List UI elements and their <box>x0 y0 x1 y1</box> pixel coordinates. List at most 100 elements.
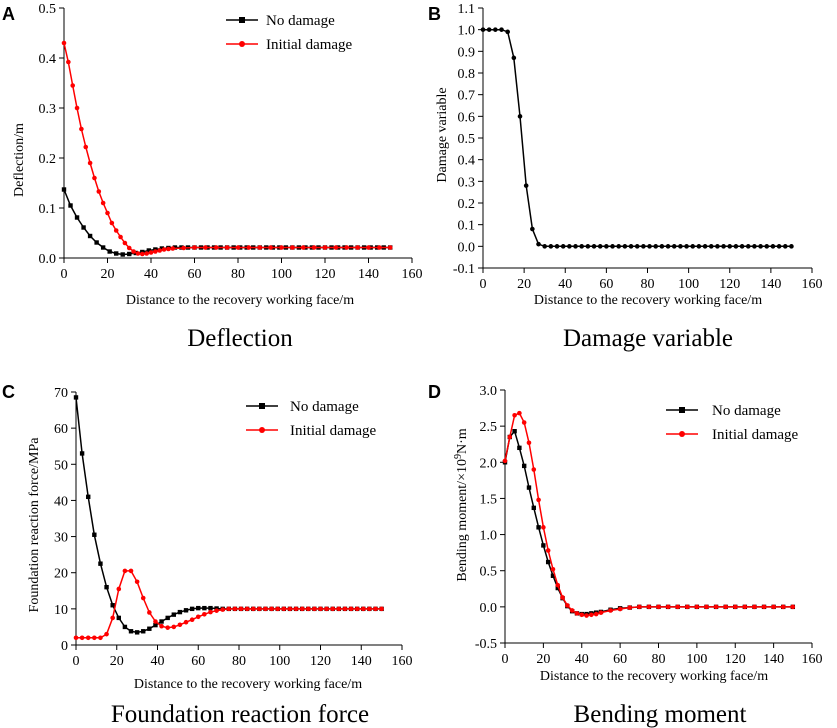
panel-b-series-damage-variable-line <box>483 28 792 248</box>
panel-c-y-tick-label: 20 <box>54 567 68 582</box>
panel-c-series-initial-damage-point <box>330 606 336 612</box>
panel-d-series-initial-damage-point <box>574 611 580 616</box>
panel-a-series-initial-damage-point <box>300 245 306 250</box>
panel-c-legend-label-no-damage: No damage <box>290 399 359 415</box>
panel-c-x-tick-label: 40 <box>151 654 165 669</box>
panel-c-series-initial-damage-point <box>189 617 195 622</box>
panel-d-series-initial-damage-point <box>771 604 776 610</box>
panel-b-series-damage-variable-point <box>542 244 547 249</box>
panel-a-series-initial-damage-point <box>170 246 176 251</box>
panel-b-x-tick-label: 60 <box>599 277 613 292</box>
panel-d-series-initial-damage-point <box>780 604 786 610</box>
panel-b-series-damage-variable-point <box>653 244 659 249</box>
panel-d-series-initial-damage-point <box>517 410 522 416</box>
panel-b-caption: Damage variable <box>563 325 733 352</box>
panel-b-series-damage-variable-point <box>647 244 652 249</box>
panel-b-series-damage-variable-point <box>733 244 739 249</box>
panel-b: B Damage variable Distance to the recove… <box>428 4 762 352</box>
panel-d-y-tick-label: 1.0 <box>480 529 498 544</box>
panel-a-series-no-damage-point <box>94 240 99 245</box>
panel-a-series-initial-damage-point <box>387 245 393 250</box>
panel-d-x-tick-label: 40 <box>575 652 589 667</box>
panel-c-series-initial-damage-point <box>226 606 232 612</box>
panel-b-y-tick-label: 1.1 <box>458 2 476 17</box>
panel-d-y-tick-label: -0.5 <box>475 637 497 652</box>
panel-c-series-initial-damage-point <box>85 635 91 641</box>
panel-a-series-initial-damage-point <box>148 250 154 255</box>
panel-b-xlabel: Distance to the recovery working face/m <box>534 293 762 308</box>
panel-b-series-damage-variable-point <box>591 244 597 249</box>
panel-a-y-tick-label: 0.2 <box>39 152 57 167</box>
panel-d-series-initial-damage-point <box>593 611 599 617</box>
panel-c-series-initial-damage-point <box>104 631 109 637</box>
panel-c-series-initial-damage-point <box>263 606 268 612</box>
panel-c-series-initial-damage-point <box>379 606 384 612</box>
panel-a-xlabel: Distance to the recovery working face/m <box>126 293 354 308</box>
panel-a-x-tick-label: 80 <box>231 267 245 282</box>
panel-d-letter: D <box>428 382 441 402</box>
panel-c-series-initial-damage-point <box>305 606 311 612</box>
panel-c-y-tick-label: 0 <box>61 639 68 654</box>
panel-d-ylabel-superscript: 9 <box>453 454 464 459</box>
panel-c-series-initial-damage-point <box>299 606 305 612</box>
panel-c-series-no-damage-point <box>110 603 115 608</box>
panel-b-y-tick-label: 0.9 <box>458 45 476 60</box>
panel-a-series-initial-damage-point <box>166 246 171 252</box>
panel-b-series-damage-variable-point <box>505 29 510 35</box>
panel-d-x-tick-label: 20 <box>536 652 550 667</box>
panel-b-series-damage-variable-point <box>752 244 757 249</box>
panel-a-series-initial-damage-point <box>135 251 141 256</box>
panel-c-series-no-damage-point <box>177 609 183 615</box>
panel-d-series-initial-damage-point <box>761 604 767 610</box>
panel-d-series-initial-damage-point <box>584 613 589 618</box>
panel-d-series-no-damage-point <box>550 573 556 578</box>
panel-c-series-initial-damage-point <box>171 624 177 630</box>
panel-c-series-initial-damage-point <box>275 606 281 612</box>
panel-d-legend-label-initial-damage: Initial damage <box>712 427 799 443</box>
panel-d-legend-marker-no-damage <box>679 407 685 413</box>
panel-b-series-damage-variable-point <box>727 244 733 249</box>
panel-b-y-tick-label: 0.2 <box>458 197 476 212</box>
panel-c-x-tick-label: 140 <box>351 654 372 669</box>
panel-d-series-initial-damage-point <box>541 525 546 530</box>
panel-d-series-initial-damage-point <box>742 604 748 610</box>
panel-c-series-initial-damage-point <box>244 606 250 612</box>
panel-c-series-no-damage-point <box>153 622 158 628</box>
panel-a-legend-label-initial-damage: Initial damage <box>266 37 353 53</box>
panel-b-series-damage-variable-point <box>745 244 751 249</box>
panel-c-legend-marker-no-damage <box>259 403 265 409</box>
panel-a-series-initial-damage-point <box>311 245 317 250</box>
panel-c-series-initial-damage-point <box>312 606 317 612</box>
panel-d-series-no-damage-point <box>512 429 517 434</box>
panel-c-series-no-damage-point <box>98 561 103 566</box>
panel-c-x-tick-label: 60 <box>191 654 205 669</box>
panel-c-series-no-damage-point <box>165 615 170 621</box>
panel-c-series-no-damage-point <box>73 395 79 400</box>
panel-a-series-no-damage-point <box>68 203 73 208</box>
panel-a-series-initial-damage-point <box>144 251 149 256</box>
panel-a-y-tick-label: 0.1 <box>39 202 57 217</box>
panel-b-y-tick-label: 0.0 <box>458 240 476 255</box>
panel-a-series-initial-damage-point <box>377 245 382 250</box>
panel-a-series-initial-damage-point <box>140 251 145 257</box>
panel-d-series-no-damage-point <box>531 505 536 511</box>
panel-d-series-initial-damage-point <box>565 603 570 608</box>
panel-b-series-damage-variable-point <box>486 27 492 32</box>
panel-d: D Bending moment/×109N·m Distance to the… <box>428 382 799 728</box>
panel-d-series-initial-damage-point <box>502 458 508 464</box>
panel-d-y-tick-label: 0.5 <box>480 565 498 580</box>
panel-c-series-no-damage-point <box>208 605 213 611</box>
panel-a-series-initial-damage-point <box>322 245 328 250</box>
panel-a-series-initial-damage-point <box>213 245 219 250</box>
panel-c-series-no-damage-point <box>189 606 195 612</box>
panel-d-x-tick-label: 140 <box>763 652 784 667</box>
panel-d-y-tick-label: 2.5 <box>480 420 498 435</box>
panel-d-series-initial-damage-point <box>531 467 537 472</box>
panel-d-series-initial-damage-point <box>536 497 541 503</box>
panel-c-series-no-damage-point <box>202 605 207 611</box>
panel-b-y-tick-label: 1.0 <box>458 24 476 39</box>
panel-d-series-initial-damage-point <box>555 582 561 588</box>
panel-d-series-initial-damage-point <box>608 608 613 613</box>
panel-a-x-tick-label: 20 <box>101 267 115 282</box>
panel-b-series-damage-variable-point <box>560 244 566 249</box>
